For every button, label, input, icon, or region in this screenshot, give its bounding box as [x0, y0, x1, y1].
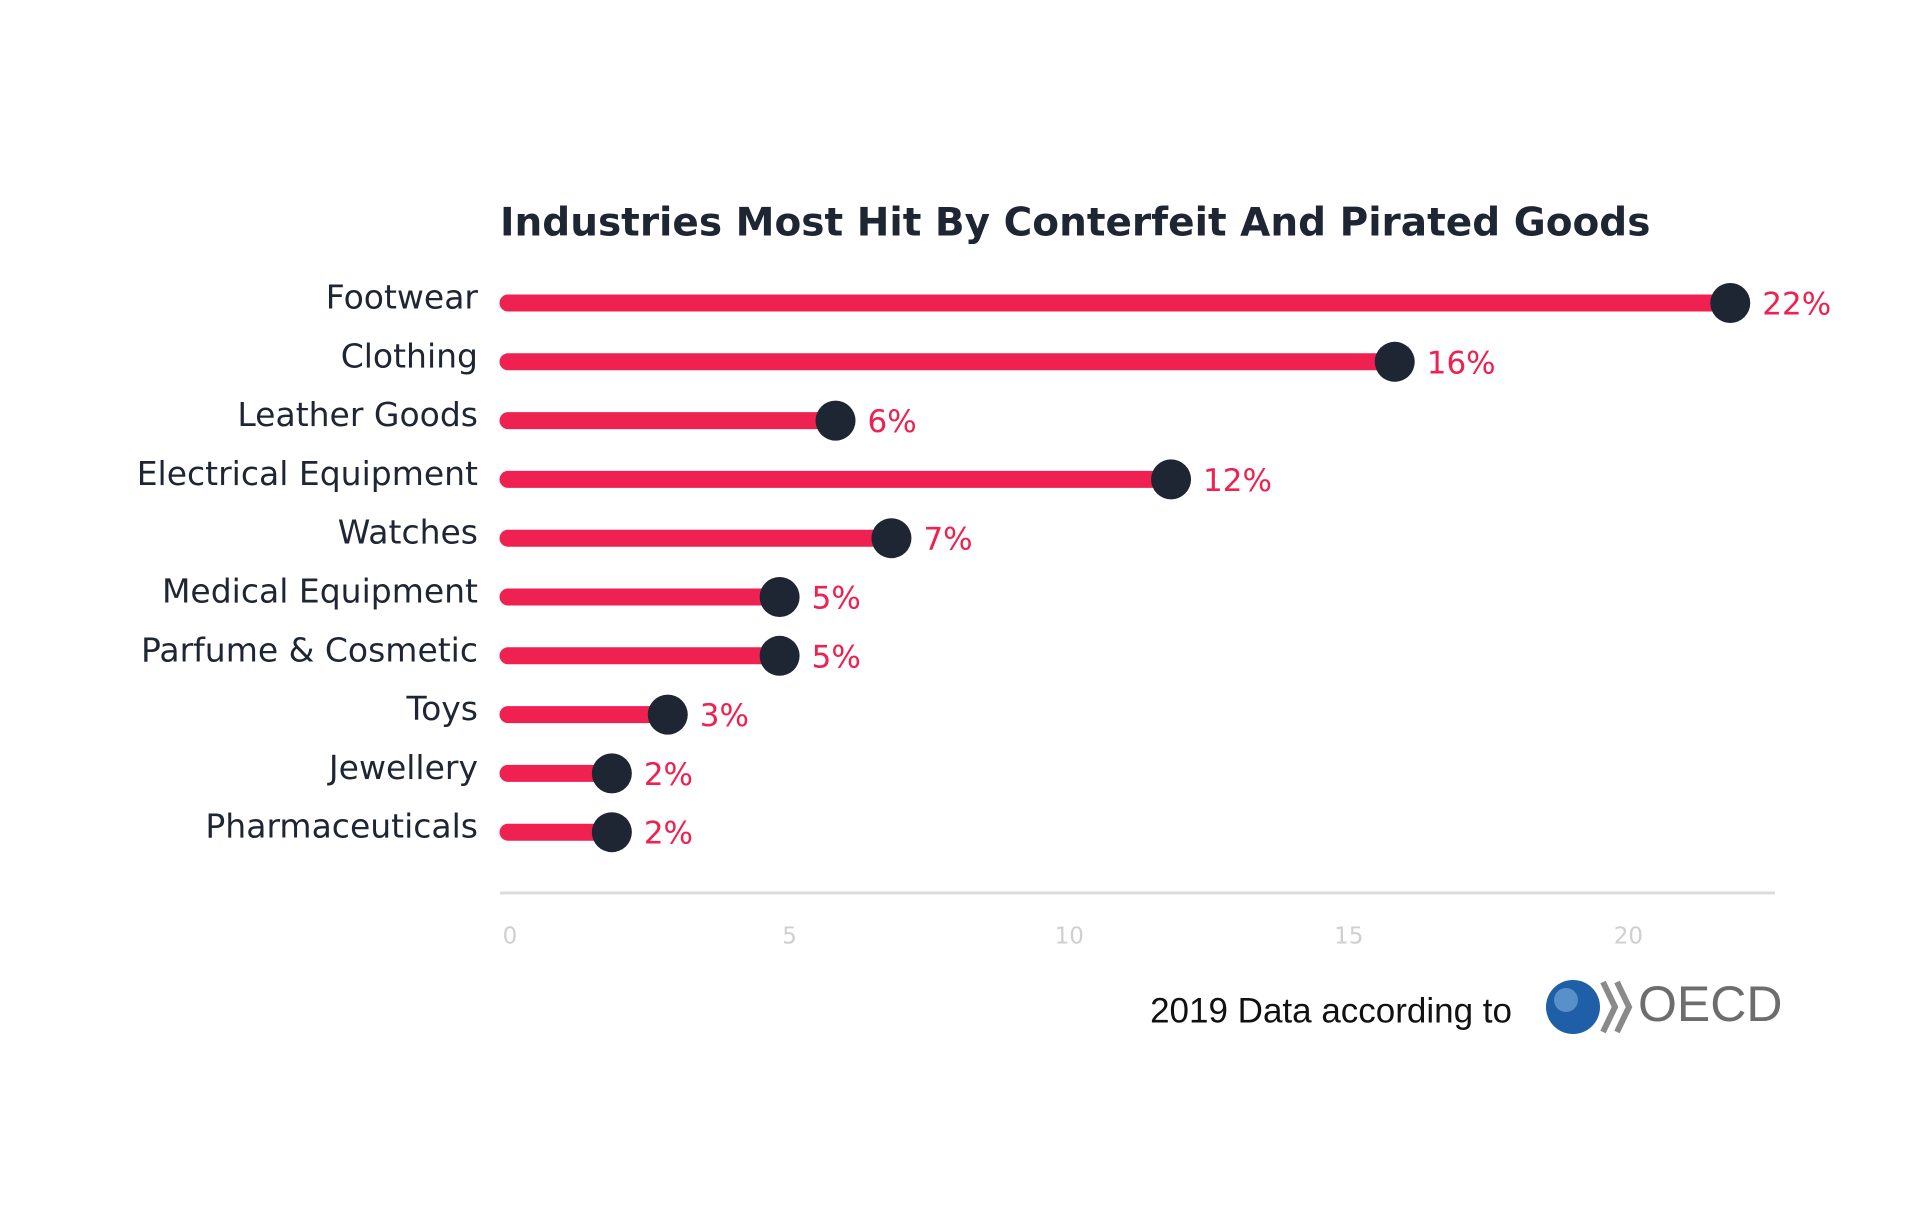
logo-text: OECD — [1638, 976, 1782, 1032]
category-label: Parfume & Cosmetic — [141, 630, 478, 669]
footer-text: 2019 Data according to — [1150, 991, 1512, 1030]
value-label: 22% — [1762, 287, 1831, 323]
category-label: Medical Equipment — [162, 572, 478, 611]
category-label: Clothing — [341, 336, 478, 375]
category-label: Leather Goods — [237, 395, 478, 434]
dot — [815, 400, 856, 441]
category-label: Footwear — [326, 278, 479, 317]
dot — [1710, 283, 1751, 323]
dot — [871, 518, 912, 559]
category-label: Jewellery — [327, 748, 478, 787]
dot — [759, 577, 800, 617]
globe-highlight — [1554, 988, 1578, 1012]
x-tick-label: 20 — [1614, 924, 1643, 950]
category-label: Pharmaceuticals — [205, 807, 478, 846]
x-tick-label: 15 — [1334, 924, 1363, 950]
oecd-logo: OECD — [1546, 976, 1782, 1034]
dot — [759, 635, 800, 676]
value-label: 3% — [700, 698, 749, 734]
chart-title: Industries Most Hit By Conterfeit And Pi… — [500, 201, 1650, 246]
chevrons — [1600, 980, 1633, 1034]
dot — [591, 812, 632, 853]
value-label: 7% — [923, 522, 972, 558]
value-label: 5% — [812, 639, 861, 675]
dot — [647, 694, 688, 735]
category-label: Electrical Equipment — [137, 454, 478, 493]
x-tick-label: 0 — [503, 924, 518, 950]
dot — [591, 753, 632, 794]
value-label: 2% — [644, 816, 693, 852]
category-label: Watches — [338, 513, 478, 552]
dot — [1151, 459, 1192, 500]
value-label: 2% — [644, 757, 693, 793]
x-tick-label: 5 — [782, 924, 797, 950]
x-tick-label: 10 — [1055, 924, 1084, 950]
category-label: Toys — [406, 689, 478, 728]
value-label: 16% — [1427, 345, 1496, 381]
dot — [1374, 341, 1415, 382]
value-label: 5% — [812, 581, 861, 617]
value-label: 6% — [868, 404, 917, 440]
value-label: 12% — [1203, 463, 1272, 499]
